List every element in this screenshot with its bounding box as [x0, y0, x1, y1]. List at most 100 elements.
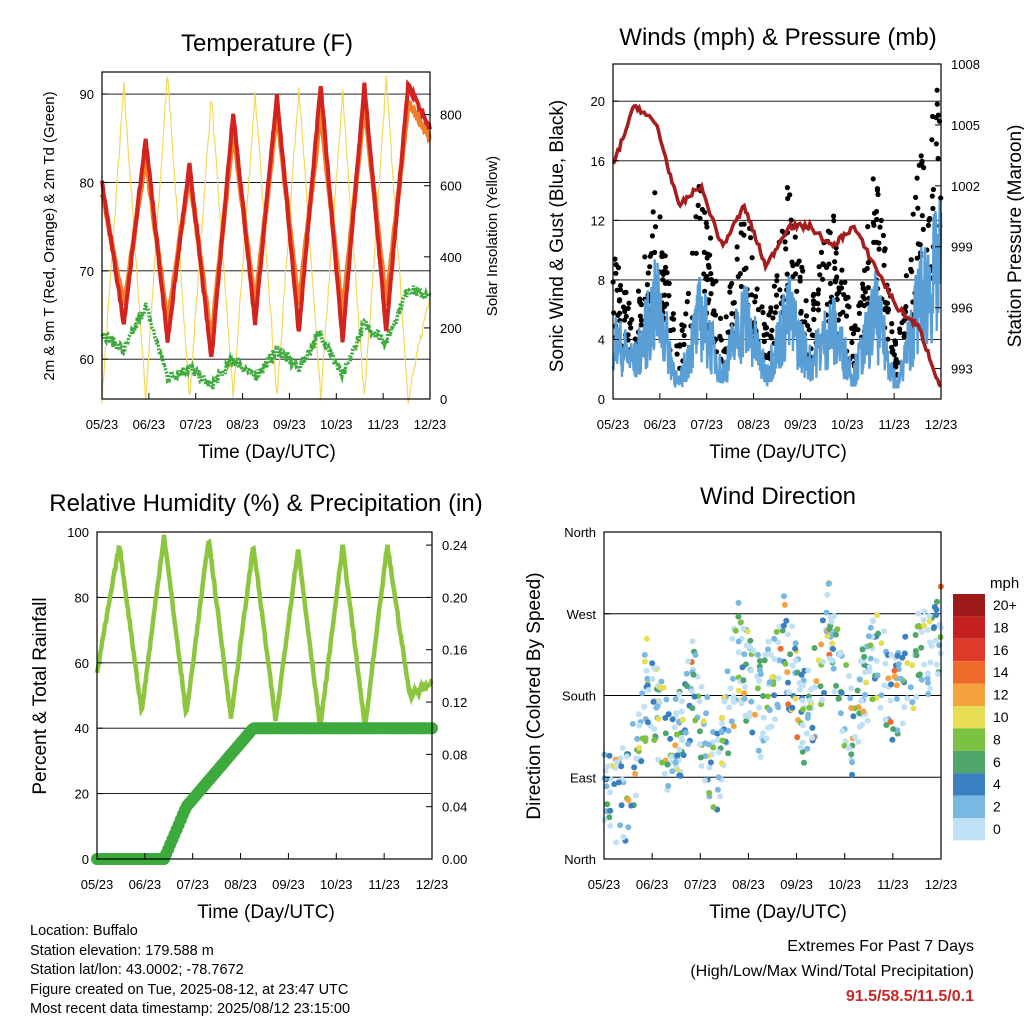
direction-point [807, 697, 814, 704]
gust-point [852, 323, 858, 329]
direction-point [656, 684, 663, 691]
direction-point [603, 801, 610, 808]
gust-point [689, 250, 696, 256]
direction-point [613, 839, 620, 846]
legend-label: 20+ [993, 597, 1017, 613]
gust-point [670, 311, 676, 317]
gust-point [810, 293, 816, 299]
direction-point [769, 673, 776, 680]
direction-point [725, 750, 732, 757]
direction-point [676, 772, 683, 779]
gust-point [799, 264, 805, 270]
gust-point [647, 264, 653, 270]
gust-point [734, 256, 740, 262]
gust-point [865, 301, 871, 307]
direction-point [678, 708, 685, 715]
winds-y-ticks-right: 993 996 999 1002 1005 1008 [935, 57, 980, 377]
direction-point [825, 580, 832, 587]
direction-point [775, 639, 782, 646]
direction-point [676, 746, 683, 753]
direction-point [801, 759, 807, 766]
gust-point [727, 289, 733, 295]
gust-point [702, 209, 708, 215]
direction-point [907, 684, 914, 691]
relative-humidity-series [94, 534, 434, 728]
direction-point [615, 779, 622, 786]
y-tick-label: 100 [67, 525, 89, 540]
y2-tick-label: 993 [951, 362, 973, 377]
y2-tick-label: 0.24 [442, 538, 467, 553]
y-tick-label: 60 [75, 656, 89, 671]
gust-point [926, 217, 932, 223]
direction-point [607, 789, 614, 796]
direction-point [692, 652, 699, 658]
humidity-plot-frame [96, 531, 433, 860]
direction-point [703, 710, 710, 717]
gust-point [806, 327, 812, 333]
y-tick-label: 80 [75, 590, 89, 605]
legend-swatch [953, 661, 985, 684]
gust-point [769, 327, 775, 333]
direction-point [924, 626, 931, 633]
gust-point [613, 270, 619, 276]
gust-point [652, 190, 658, 196]
direction-point [721, 698, 728, 705]
gust-point [717, 315, 724, 321]
direction-point [845, 745, 852, 751]
direction-point [639, 735, 646, 742]
x-tick-label: 12/23 [414, 417, 447, 432]
x-tick-label: 11/23 [367, 417, 399, 432]
direction-point [645, 687, 652, 694]
gust-point [629, 317, 635, 323]
gust-point [638, 322, 644, 328]
gust-point [650, 209, 656, 215]
gust-point [741, 221, 747, 227]
gust-point [616, 298, 623, 304]
direction-point [669, 768, 676, 775]
direction-point [764, 693, 771, 700]
gust-point [889, 321, 895, 327]
gust-point [768, 305, 774, 311]
gust-point [693, 250, 699, 256]
direction-point [727, 685, 734, 692]
direction-point [691, 693, 698, 700]
gust-point [826, 261, 832, 267]
direction-point [829, 657, 836, 664]
gust-point [755, 307, 762, 313]
direction-point [796, 686, 803, 693]
gust-point [681, 341, 687, 347]
direction-point [749, 729, 756, 736]
y-tick-label: 80 [80, 175, 94, 190]
direction-point [824, 632, 831, 639]
gust-point [849, 339, 855, 346]
direction-point [618, 802, 625, 809]
x-tick-label: 10/23 [828, 877, 861, 892]
gust-point [661, 303, 668, 310]
direction-point [811, 645, 818, 651]
legend-swatch [953, 773, 985, 796]
gust-point [642, 254, 648, 260]
gust-point [815, 301, 821, 307]
direction-point [636, 744, 643, 751]
gust-point [915, 205, 921, 211]
direction-point [689, 705, 696, 712]
direction-point [792, 640, 799, 647]
direction-point [618, 763, 625, 770]
gust-point [648, 251, 655, 257]
direction-point [684, 683, 690, 689]
gust-point [773, 304, 780, 310]
direction-point [899, 720, 906, 727]
gust-point [850, 331, 857, 337]
direction-point [858, 697, 865, 704]
direction-point [702, 740, 709, 747]
gust-point [843, 313, 850, 319]
direction-point [849, 771, 856, 778]
direction-point [882, 660, 889, 667]
extremes-subtitle: (High/Low/Max Wind/Total Precipitation) [690, 963, 974, 980]
direction-point [680, 752, 687, 759]
gust-point [925, 222, 932, 228]
gust-point [697, 215, 703, 221]
direction-point [830, 646, 836, 652]
direction-point [623, 753, 630, 760]
